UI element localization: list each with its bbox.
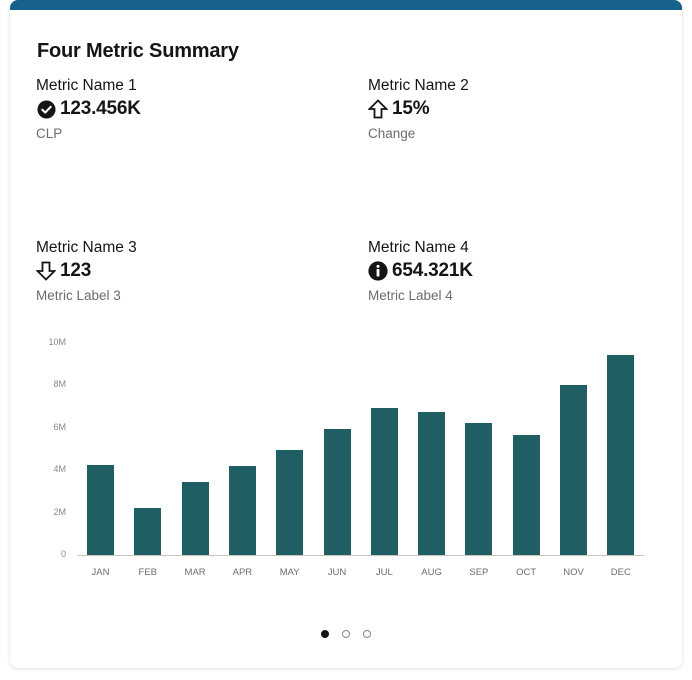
x-axis-tick-label: SEP	[469, 567, 489, 578]
arrow-down-outline-icon	[36, 261, 56, 281]
metric-label: Metric Label 4	[368, 288, 453, 303]
metric-value: 123	[60, 260, 92, 281]
metric-label: CLP	[36, 126, 63, 141]
x-axis-tick-label: JAN	[91, 567, 110, 578]
y-axis-tick-label: 8M	[53, 379, 66, 390]
x-axis-tick-label: MAY	[279, 567, 300, 578]
bar-nov[interactable]	[560, 385, 587, 555]
x-axis-tick-label: OCT	[516, 567, 537, 578]
metric-name: Metric Name 3	[36, 239, 137, 256]
bar-feb[interactable]	[134, 508, 162, 555]
pagination-dots	[10, 630, 682, 638]
arrow-up-outline-icon	[368, 99, 388, 119]
metric-value: 654.321K	[392, 260, 473, 281]
y-axis-tick-label: 0	[60, 549, 66, 559]
bar-jan[interactable]	[87, 464, 114, 555]
bar-aug[interactable]	[418, 411, 446, 555]
info-circle-icon	[368, 261, 388, 281]
bar-mar[interactable]	[181, 481, 209, 555]
pagination-dot-2[interactable]	[342, 630, 350, 638]
y-axis-tick-label: 2M	[53, 506, 66, 517]
bar-oct[interactable]	[512, 435, 540, 555]
bar-chart: 0 2M 4M 6M 8M 10M JAN FEB MAR APR MAY JUN JUL AUG SEP O…	[10, 330, 682, 590]
metric-summary-card: Four Metric Summary Metric Name 1 123.45…	[10, 0, 682, 668]
pagination-dot-1[interactable]	[321, 630, 329, 638]
metric-label: Metric Label 3	[36, 288, 121, 303]
bar-sep[interactable]	[465, 422, 493, 555]
bar-apr[interactable]	[228, 465, 256, 555]
metric-label: Change	[368, 126, 416, 141]
bar-may[interactable]	[276, 450, 304, 555]
metric-2: Metric Name 2 15% Change	[368, 76, 668, 143]
x-axis-tick-label: JUN	[327, 567, 347, 578]
metric-name: Metric Name 4	[368, 239, 469, 256]
metric-name: Metric Name 1	[36, 77, 137, 94]
y-axis-tick-label: 10M	[48, 337, 66, 347]
metric-name: Metric Name 2	[368, 77, 469, 94]
y-axis-tick-label: 4M	[53, 464, 66, 475]
card-accent-bar	[10, 0, 682, 10]
x-axis-tick-label: MAR	[184, 567, 206, 578]
metric-1: Metric Name 1 123.456K CLP	[36, 76, 336, 143]
bar-dec[interactable]	[607, 354, 635, 555]
metric-value: 123.456K	[60, 98, 141, 119]
metric-3: Metric Name 3 123 Metric Label 3	[36, 238, 336, 305]
metric-4: Metric Name 4 654.321K Metric Label 4	[368, 238, 668, 305]
pagination-dot-3[interactable]	[363, 630, 371, 638]
bar-jul[interactable]	[370, 407, 398, 555]
x-axis-baseline	[78, 555, 644, 556]
bar-jun[interactable]	[323, 428, 351, 555]
y-axis-tick-label: 6M	[53, 421, 66, 432]
x-axis-tick-label: APR	[232, 567, 253, 578]
x-axis-tick-label: DEC	[610, 567, 631, 578]
x-axis-tick-label: NOV	[563, 567, 584, 578]
card-title: Four Metric Summary	[37, 40, 239, 62]
check-circle-icon	[36, 99, 56, 119]
metric-value: 15%	[392, 98, 430, 119]
x-axis-tick-label: JUL	[375, 567, 393, 578]
x-axis-tick-label: AUG	[421, 567, 442, 578]
x-axis-tick-label: FEB	[138, 567, 158, 578]
